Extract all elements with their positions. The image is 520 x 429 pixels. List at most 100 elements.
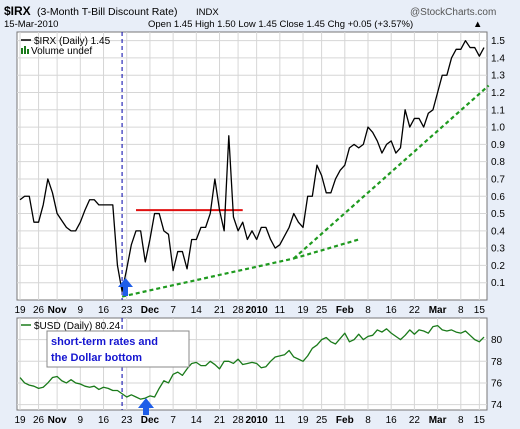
volume-legend-swatch-1 [21, 48, 23, 54]
chart-date: 15-Mar-2010 [4, 19, 58, 30]
irx-legend: $IRX (Daily) 1.45 Volume undef [21, 36, 111, 57]
usd-y-tick-label: 74 [491, 400, 503, 411]
arrow-head-lower [138, 398, 154, 408]
irx-x-tick-label: Mar [429, 305, 447, 316]
quote-up-arrow: ▲ [473, 19, 482, 30]
usd-x-tick-label: 23 [121, 415, 133, 426]
usd-x-tick-label: 11 [275, 415, 286, 426]
irx-x-tick-label: 21 [214, 305, 226, 316]
irx-series [19, 39, 485, 293]
usd-y-ticks: 74 76 78 80 [491, 335, 503, 411]
usd-x-tick-label: 9 [78, 415, 84, 426]
irx-x-tick-label: Dec [141, 305, 160, 316]
usd-panel: 74 76 78 80 $USD (Daily) 80.24 short-term r… [16, 317, 503, 415]
irx-y-tick-label: 1.1 [491, 105, 505, 116]
chart-symbol: $IRX [4, 4, 31, 18]
volume-legend-swatch-2 [24, 46, 26, 54]
usd-x-tick-label: 25 [316, 415, 328, 426]
irx-y-tick-label: 0.6 [491, 192, 505, 203]
usd-x-tick-label: 21 [214, 415, 226, 426]
irx-y-tick-label: 1.4 [491, 53, 505, 64]
irx-y-ticks: 0.1 0.2 0.3 0.4 0.5 0.6 0.7 0.8 0.9 1.0 1.1 1.2 1.3 1… [491, 36, 505, 289]
annotation-background [46, 330, 190, 368]
irx-x-tick-label: 15 [474, 305, 486, 316]
annotation-line-1: short-term rates and [51, 336, 158, 348]
irx-x-tick-label: 9 [78, 305, 84, 316]
usd-x-tick-label: 8 [458, 415, 464, 426]
irx-y-tick-label: 0.5 [491, 209, 505, 220]
irx-series-line-0 [19, 39, 485, 293]
annotation-box: short-term rates and the Dollar bottom [46, 330, 190, 368]
volume-legend-swatch-3 [27, 49, 29, 54]
irx-x-tick-label: 19 [14, 305, 26, 316]
usd-x-tick-label: 8 [365, 415, 371, 426]
irx-x-tick-label: 22 [409, 305, 421, 316]
irx-legend-label: $IRX (Daily) 1.45 [34, 36, 111, 47]
irx-x-tick-label: 2010 [246, 305, 269, 316]
usd-y-tick-label: 76 [491, 378, 503, 389]
irx-y-tick-label: 0.2 [491, 261, 505, 272]
irx-x-tick-label: 26 [33, 305, 45, 316]
irx-trend-line-3 [293, 84, 490, 260]
usd-x-tick-label: Nov [48, 415, 67, 426]
irx-x-tick-label: 8 [458, 305, 464, 316]
usd-x-tick-label: 22 [409, 415, 421, 426]
irx-x-tick-label: Feb [336, 305, 354, 316]
irx-y-tick-label: 1.0 [491, 123, 505, 134]
irx-y-tick-label: 1.5 [491, 36, 505, 47]
irx-x-tick-label: 16 [386, 305, 398, 316]
usd-x-tick-label: Feb [336, 415, 354, 426]
irx-x-tick-label: 23 [121, 305, 133, 316]
irx-x-tick-label: 14 [191, 305, 203, 316]
usd-y-tick-label: 78 [491, 357, 503, 368]
irx-y-tick-label: 0.7 [491, 174, 505, 185]
irx-trend-line-2 [293, 238, 360, 260]
irx-x-tick-label: 19 [297, 305, 309, 316]
irx-y-tick-label: 0.9 [491, 140, 505, 151]
irx-x-tick-label: 8 [365, 305, 371, 316]
chart-quote: Open 1.45 High 1.50 Low 1.45 Close 1.45 … [148, 19, 413, 30]
arrow-head-upper [118, 278, 133, 287]
usd-x-tick-label: 19 [14, 415, 26, 426]
chart-name: (3-Month T-Bill Discount Rate) [37, 6, 177, 18]
usd-x-tick-label: 14 [191, 415, 203, 426]
irx-x-tick-label: 28 [233, 305, 245, 316]
usd-x-tick-label: 15 [474, 415, 486, 426]
watermark: @StockCharts.com [410, 7, 496, 18]
bottom-arrow-upper [118, 278, 133, 296]
irx-panel: 0.1 0.2 0.3 0.4 0.5 0.6 0.7 0.8 0.9 1.0 1.1 1.2 1.3 1… [16, 31, 505, 301]
irx-y-tick-label: 0.4 [491, 226, 505, 237]
irx-x-tick-label: 11 [275, 305, 286, 316]
irx-x-tick-label: 25 [316, 305, 328, 316]
usd-series [19, 324, 485, 400]
arrow-shaft-lower [143, 407, 149, 415]
usd-x-tick-label: 16 [98, 415, 110, 426]
chart-exchange: INDX [196, 7, 219, 18]
irx-grid [17, 32, 487, 300]
irx-x-tick-label: 7 [170, 305, 176, 316]
usd-y-tick-label: 80 [491, 335, 503, 346]
annotation-line-2: the Dollar bottom [51, 352, 142, 364]
irx-x-tick-label: Nov [48, 305, 67, 316]
usd-x-tick-label: 19 [297, 415, 309, 426]
irx-y-tick-label: 0.1 [491, 278, 505, 289]
irx-y-tick-label: 0.3 [491, 244, 505, 255]
irx-y-tick-label: 1.2 [491, 88, 505, 99]
irx-trend-line-1 [121, 257, 294, 298]
arrow-shaft-upper [123, 286, 128, 296]
usd-x-tick-label: 26 [33, 415, 45, 426]
usd-legend: $USD (Daily) 80.24 [21, 321, 121, 332]
usd-x-tick-label: Dec [141, 415, 160, 426]
usd-x-tick-label: 2010 [246, 415, 269, 426]
volume-legend-label: Volume undef [31, 46, 92, 57]
usd-x-tick-label: 7 [170, 415, 176, 426]
usd-x-tick-label: 16 [386, 415, 398, 426]
usd-series-line-0 [19, 324, 485, 400]
usd-x-tick-label: Mar [429, 415, 447, 426]
irx-y-tick-label: 0.8 [491, 157, 505, 168]
usd-x-tick-label: 28 [233, 415, 245, 426]
irx-x-tick-label: 16 [98, 305, 110, 316]
irx-x-axis: 19 26 Nov 9 16 23 Dec 7 14 21 28 2010 11 19 25 Feb 8 16 22… [14, 305, 485, 316]
